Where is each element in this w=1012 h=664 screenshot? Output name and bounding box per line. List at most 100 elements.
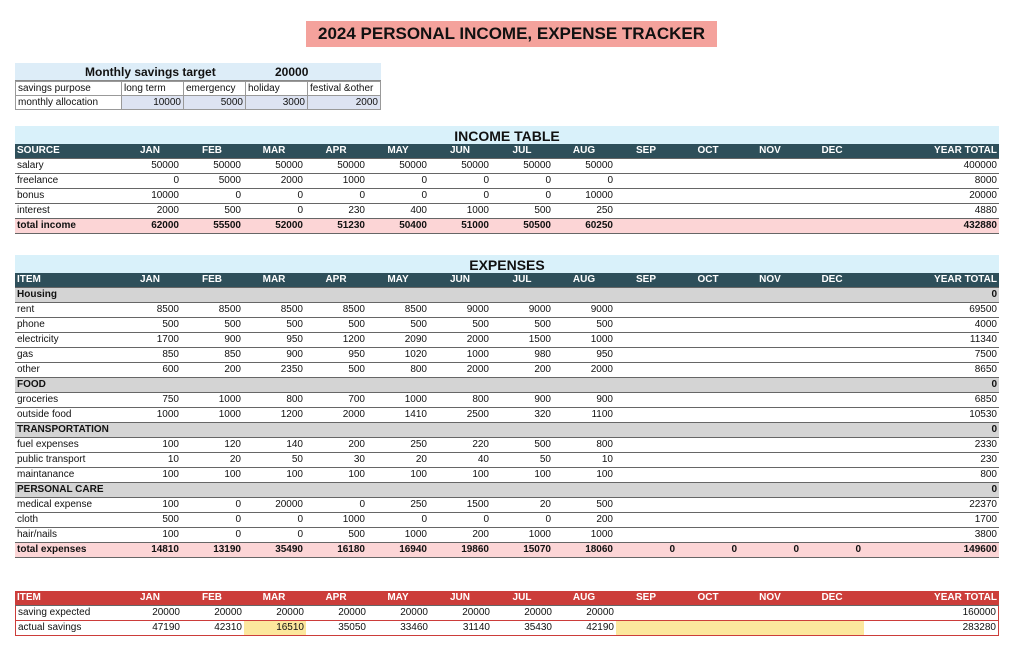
value-cell[interactable]: 0 <box>483 175 489 186</box>
value-cell[interactable] <box>677 174 739 188</box>
value-cell[interactable]: 20000 <box>275 499 303 510</box>
value-cell[interactable] <box>801 528 863 542</box>
value-cell[interactable] <box>678 606 740 620</box>
value-cell[interactable] <box>181 288 243 302</box>
value-cell[interactable]: 1000 <box>528 529 551 540</box>
value-cell[interactable]: 400 <box>410 205 427 216</box>
value-cell[interactable] <box>677 189 739 203</box>
purpose-cell[interactable]: festival &other <box>307 81 381 96</box>
value-cell[interactable] <box>491 423 553 437</box>
value-cell[interactable]: 0 <box>235 190 241 201</box>
value-cell[interactable]: 100 <box>348 469 365 480</box>
value-cell[interactable] <box>243 378 305 392</box>
value-cell[interactable] <box>801 393 863 407</box>
value-cell[interactable] <box>678 621 740 635</box>
value-cell[interactable] <box>801 219 863 233</box>
value-cell[interactable]: 62000 <box>151 220 179 231</box>
value-cell[interactable]: 1000 <box>218 409 241 420</box>
value-cell[interactable] <box>739 393 801 407</box>
value-cell[interactable] <box>305 483 367 497</box>
value-cell[interactable] <box>801 333 863 347</box>
value-cell[interactable]: 0 <box>421 514 427 525</box>
purpose-cell[interactable]: emergency <box>183 81 246 96</box>
value-cell[interactable]: 50000 <box>275 160 303 171</box>
year-total-cell[interactable]: 1700 <box>974 514 997 525</box>
value-cell[interactable]: 8500 <box>404 304 427 315</box>
value-cell[interactable]: 500 <box>162 319 179 330</box>
value-cell[interactable] <box>367 378 429 392</box>
value-cell[interactable] <box>616 621 678 635</box>
value-cell[interactable]: 500 <box>348 364 365 375</box>
year-total-cell[interactable]: 8000 <box>974 175 997 186</box>
value-cell[interactable]: 100 <box>410 469 427 480</box>
value-cell[interactable]: 50000 <box>151 160 179 171</box>
value-cell[interactable]: 0 <box>793 544 799 555</box>
value-cell[interactable]: 1700 <box>156 334 179 345</box>
value-cell[interactable] <box>677 408 739 422</box>
value-cell[interactable]: 51000 <box>461 220 489 231</box>
value-cell[interactable] <box>739 528 801 542</box>
value-cell[interactable]: 100 <box>286 469 303 480</box>
year-total-cell[interactable]: 0 <box>991 424 997 435</box>
value-cell[interactable]: 1410 <box>404 409 427 420</box>
value-cell[interactable]: 15070 <box>523 544 551 555</box>
value-cell[interactable] <box>801 483 863 497</box>
value-cell[interactable] <box>739 333 801 347</box>
value-cell[interactable]: 320 <box>534 409 551 420</box>
value-cell[interactable] <box>801 303 863 317</box>
value-cell[interactable] <box>615 174 677 188</box>
value-cell[interactable]: 0 <box>855 544 861 555</box>
value-cell[interactable] <box>367 423 429 437</box>
value-cell[interactable]: 100 <box>162 469 179 480</box>
value-cell[interactable] <box>801 438 863 452</box>
value-cell[interactable] <box>616 606 678 620</box>
allocation-cell[interactable]: 10000 <box>121 95 184 110</box>
value-cell[interactable] <box>677 498 739 512</box>
value-cell[interactable] <box>677 513 739 527</box>
value-cell[interactable]: 950 <box>348 349 365 360</box>
value-cell[interactable]: 140 <box>286 439 303 450</box>
value-cell[interactable] <box>243 423 305 437</box>
value-cell[interactable]: 100 <box>224 469 241 480</box>
year-total-cell[interactable]: 800 <box>980 469 997 480</box>
value-cell[interactable] <box>739 189 801 203</box>
year-total-cell[interactable]: 0 <box>991 289 997 300</box>
value-cell[interactable]: 900 <box>534 394 551 405</box>
value-cell[interactable] <box>615 378 677 392</box>
value-cell[interactable]: 20 <box>539 499 551 510</box>
value-cell[interactable] <box>677 378 739 392</box>
value-cell[interactable]: 20000 <box>152 607 180 618</box>
value-cell[interactable]: 1000 <box>218 394 241 405</box>
value-cell[interactable]: 950 <box>596 349 613 360</box>
year-total-cell[interactable]: 432880 <box>963 220 997 231</box>
value-cell[interactable] <box>615 393 677 407</box>
value-cell[interactable] <box>429 378 491 392</box>
value-cell[interactable] <box>739 348 801 362</box>
value-cell[interactable] <box>553 423 615 437</box>
value-cell[interactable] <box>181 483 243 497</box>
value-cell[interactable]: 950 <box>286 334 303 345</box>
value-cell[interactable]: 51230 <box>337 220 365 231</box>
value-cell[interactable] <box>243 288 305 302</box>
value-cell[interactable] <box>801 363 863 377</box>
value-cell[interactable] <box>615 483 677 497</box>
value-cell[interactable]: 35430 <box>524 622 552 633</box>
value-cell[interactable]: 60250 <box>585 220 613 231</box>
value-cell[interactable]: 50500 <box>523 220 551 231</box>
value-cell[interactable]: 800 <box>410 364 427 375</box>
value-cell[interactable]: 500 <box>472 319 489 330</box>
value-cell[interactable]: 50 <box>291 454 303 465</box>
value-cell[interactable]: 20000 <box>524 607 552 618</box>
year-total-cell[interactable]: 230 <box>980 454 997 465</box>
value-cell[interactable]: 50000 <box>461 160 489 171</box>
value-cell[interactable] <box>119 378 181 392</box>
value-cell[interactable]: 500 <box>348 529 365 540</box>
value-cell[interactable] <box>801 174 863 188</box>
value-cell[interactable]: 0 <box>297 529 303 540</box>
value-cell[interactable]: 0 <box>669 544 675 555</box>
value-cell[interactable]: 1500 <box>528 334 551 345</box>
value-cell[interactable] <box>677 318 739 332</box>
value-cell[interactable] <box>739 438 801 452</box>
value-cell[interactable]: 50000 <box>337 160 365 171</box>
value-cell[interactable]: 500 <box>162 514 179 525</box>
